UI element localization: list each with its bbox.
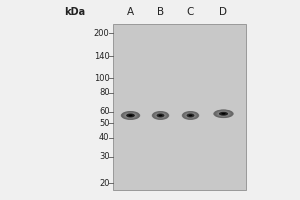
Ellipse shape <box>129 115 133 116</box>
Ellipse shape <box>184 112 197 119</box>
Ellipse shape <box>154 112 167 119</box>
Ellipse shape <box>126 113 135 117</box>
Ellipse shape <box>189 115 192 116</box>
Ellipse shape <box>220 112 227 115</box>
Text: A: A <box>127 7 134 17</box>
Ellipse shape <box>213 109 234 118</box>
Ellipse shape <box>157 113 164 117</box>
Ellipse shape <box>190 115 191 116</box>
Text: 40: 40 <box>99 133 110 142</box>
Ellipse shape <box>157 114 164 117</box>
Ellipse shape <box>187 113 194 117</box>
Ellipse shape <box>218 112 229 116</box>
Ellipse shape <box>217 111 230 117</box>
Text: 30: 30 <box>99 152 110 161</box>
Ellipse shape <box>127 114 134 117</box>
Ellipse shape <box>155 113 166 118</box>
Ellipse shape <box>183 112 198 119</box>
Ellipse shape <box>189 115 192 116</box>
Ellipse shape <box>221 113 226 115</box>
Ellipse shape <box>159 115 162 116</box>
Text: C: C <box>187 7 194 17</box>
Ellipse shape <box>186 113 195 118</box>
Ellipse shape <box>122 112 139 119</box>
Ellipse shape <box>122 112 139 119</box>
Ellipse shape <box>121 111 140 120</box>
Text: 50: 50 <box>99 119 110 128</box>
Text: B: B <box>157 7 164 17</box>
Ellipse shape <box>124 113 136 118</box>
Ellipse shape <box>128 114 133 117</box>
Ellipse shape <box>126 113 135 117</box>
Text: 80: 80 <box>99 88 110 97</box>
Ellipse shape <box>182 111 199 120</box>
Ellipse shape <box>216 111 231 117</box>
Ellipse shape <box>124 112 137 118</box>
Ellipse shape <box>123 112 138 119</box>
Text: kDa: kDa <box>64 7 86 17</box>
Ellipse shape <box>184 112 197 119</box>
Ellipse shape <box>186 113 195 118</box>
Text: 60: 60 <box>99 107 110 116</box>
Ellipse shape <box>121 111 140 120</box>
Text: 100: 100 <box>94 74 109 83</box>
Ellipse shape <box>221 113 226 115</box>
Ellipse shape <box>157 113 164 117</box>
Ellipse shape <box>214 110 232 118</box>
Ellipse shape <box>183 112 198 119</box>
Ellipse shape <box>182 111 199 120</box>
Ellipse shape <box>214 110 233 118</box>
Ellipse shape <box>221 113 226 115</box>
Ellipse shape <box>219 112 228 116</box>
Ellipse shape <box>215 110 232 117</box>
Text: 200: 200 <box>94 29 109 38</box>
Ellipse shape <box>217 111 230 116</box>
Ellipse shape <box>129 115 132 116</box>
Ellipse shape <box>153 112 168 119</box>
Ellipse shape <box>219 112 228 116</box>
Ellipse shape <box>158 114 164 117</box>
Ellipse shape <box>156 113 165 118</box>
Ellipse shape <box>128 114 133 116</box>
Ellipse shape <box>124 112 137 119</box>
Ellipse shape <box>155 112 166 118</box>
Ellipse shape <box>158 114 163 117</box>
Ellipse shape <box>160 115 161 116</box>
Ellipse shape <box>156 113 165 118</box>
Ellipse shape <box>129 115 132 116</box>
Ellipse shape <box>222 113 225 114</box>
Ellipse shape <box>218 111 229 116</box>
Ellipse shape <box>159 115 162 116</box>
Ellipse shape <box>187 113 194 117</box>
Ellipse shape <box>215 110 232 117</box>
Text: 140: 140 <box>94 52 109 61</box>
Ellipse shape <box>185 113 196 118</box>
Ellipse shape <box>126 113 135 118</box>
Text: D: D <box>220 7 227 17</box>
Ellipse shape <box>188 114 193 117</box>
Ellipse shape <box>153 112 168 119</box>
Ellipse shape <box>222 113 225 114</box>
Ellipse shape <box>220 112 227 115</box>
Ellipse shape <box>185 112 196 118</box>
Ellipse shape <box>125 113 136 118</box>
Ellipse shape <box>127 114 134 117</box>
Ellipse shape <box>189 114 193 116</box>
Text: 20: 20 <box>99 179 110 188</box>
Ellipse shape <box>159 114 163 116</box>
Ellipse shape <box>152 111 169 120</box>
FancyBboxPatch shape <box>112 24 246 190</box>
Ellipse shape <box>187 114 194 117</box>
Ellipse shape <box>154 112 167 119</box>
Ellipse shape <box>152 111 169 120</box>
Ellipse shape <box>188 114 194 117</box>
